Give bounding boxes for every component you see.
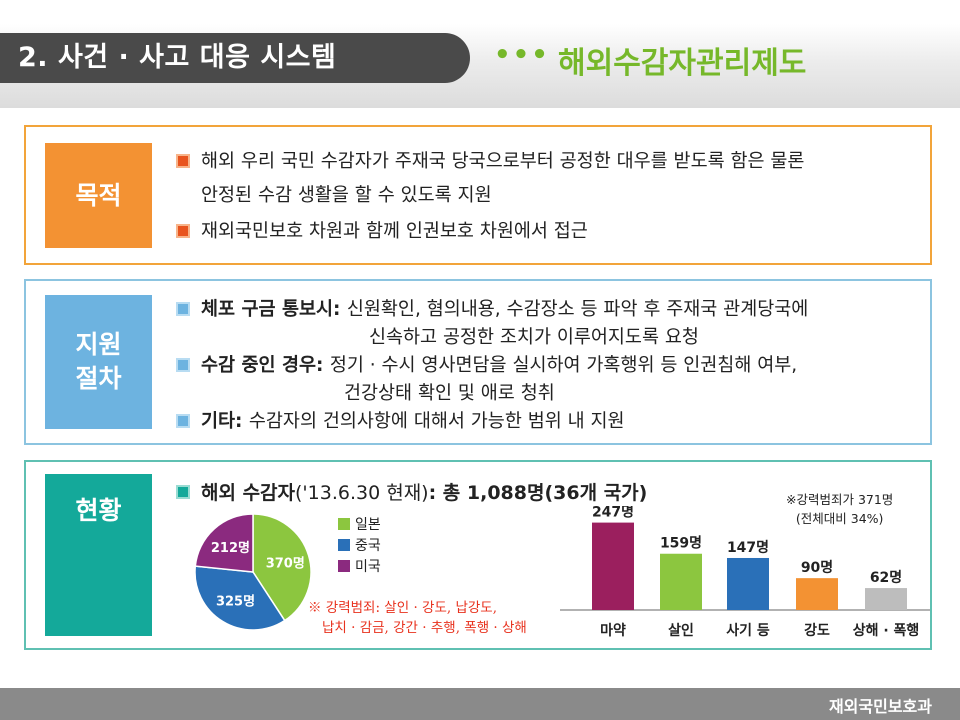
violent-crime-footnote: ※ 강력범죄: 살인 · 강도, 납강도, 납치 · 감금, 강간 · 추행, …: [308, 598, 527, 638]
legend-swatch-icon: [338, 518, 350, 530]
purpose-bullet-2-line-1: 재외국민보호 차원과 함께 인권보호 차원에서 접근: [201, 221, 588, 242]
bar-1: [592, 522, 634, 610]
procedure-item-2-head: 수감 중인 경우: [201, 355, 317, 376]
bar-value-label-4: 90명: [801, 559, 833, 576]
page-title: 2. 사건 · 사고 대응 시스템: [0, 33, 470, 83]
status-label: 현황: [45, 474, 152, 636]
bar-category-label-4: 강도: [804, 622, 830, 639]
procedure-item-1: 체포 구금 통보시: 신원확인, 혐의내용, 수감장소 등 파악 후 주재국 관…: [201, 295, 808, 321]
bar-category-label-3: 사기 등: [726, 623, 770, 639]
legend-item-3: 미국: [338, 556, 381, 576]
orange-bullet-icon: [176, 224, 190, 238]
bar-category-label-2: 살인: [668, 622, 694, 639]
procedure-item-2-text-1: 정기 · 수시 영사면담을 실시하여 가혹행위 등 인권침해 여부,: [329, 355, 798, 376]
procedure-item-1-text-2: 신속하고 공정한 조치가 이루어지도록 요청: [369, 327, 699, 348]
footer-bar: 재외국민보호과: [0, 688, 960, 720]
bar-value-label-5: 62명: [870, 569, 902, 586]
status-section: 현황 해외 수감자('13.6.30 현재): 총 1,088명(36개 국가)…: [24, 460, 932, 650]
bar-category-label-5: 상해 · 폭행: [853, 623, 920, 639]
procedure-item-3-text-1: 수감자의 건의사항에 대해서 가능한 범위 내 지원: [248, 411, 625, 432]
bar-value-label-2: 159명: [660, 535, 702, 552]
footnote-line-2: 납치 · 감금, 강간 · 추행, 폭행 · 상해: [322, 620, 527, 636]
procedure-item-1-head: 체포 구금 통보시: [201, 299, 334, 320]
legend-label: 미국: [355, 559, 381, 575]
pie-value-label-1: 370명: [266, 555, 305, 571]
purpose-bullet-1-line-1: 해외 우리 국민 수감자가 주재국 당국으로부터 공정한 대우를 받도록 함은 …: [201, 151, 805, 172]
bar-value-label-3: 147명: [727, 539, 769, 556]
status-heading-part-2: ('13.6.30 현재): [295, 482, 429, 504]
procedure-item-3-head: 기타: [201, 411, 236, 432]
pie-value-label-3: 212명: [211, 540, 250, 556]
pie-value-label-2: 325명: [216, 594, 255, 610]
legend-swatch-icon: [338, 560, 350, 572]
status-heading: 해외 수감자('13.6.30 현재): 총 1,088명(36개 국가): [201, 478, 647, 505]
purpose-section: 목적 해외 우리 국민 수감자가 주재국 당국으로부터 공정한 대우를 받도록 …: [24, 125, 932, 265]
status-heading-part-3: : 총 1,088명(36개 국가): [428, 482, 648, 504]
bar-value-label-1: 247명: [592, 506, 634, 521]
status-heading-part-1: 해외 수감자: [201, 482, 296, 504]
procedure-item-3-sep: :: [235, 411, 249, 432]
procedure-item-2-sep: :: [316, 355, 330, 376]
teal-bullet-icon: [176, 485, 190, 499]
legend-swatch-icon: [338, 539, 350, 551]
bar-category-label-1: 마약: [600, 622, 626, 639]
status-label-text: 현황: [75, 496, 122, 525]
bar-3: [727, 557, 769, 610]
legend-label: 중국: [355, 538, 381, 554]
procedure-label-line-2: 절차: [75, 364, 122, 393]
legend-item-1: 일본: [338, 514, 381, 534]
procedure-item-1-sep: :: [333, 299, 347, 320]
procedure-item-2-text-2: 건강상태 확인 및 애로 청취: [344, 383, 555, 404]
procedure-item-1-text-1: 신원확인, 혐의내용, 수감장소 등 파악 후 주재국 관계당국에: [346, 299, 809, 320]
blue-bullet-icon: [176, 414, 190, 428]
orange-bullet-icon: [176, 154, 190, 168]
footer-department: 재외국민보호과: [828, 697, 932, 716]
procedure-item-3: 기타: 수감자의 건의사항에 대해서 가능한 범위 내 지원: [201, 407, 625, 433]
legend-label: 일본: [355, 517, 381, 533]
title-dots: •••: [494, 40, 550, 70]
pie-slice-2: [194, 565, 286, 631]
violent-crime-note: ※강력범죄가 371명 (전체대비 34%): [786, 490, 893, 528]
procedure-item-2: 수감 중인 경우: 정기 · 수시 영사면담을 실시하여 가혹행위 등 인권침해…: [201, 351, 797, 377]
bar-5: [865, 588, 907, 610]
procedure-label-line-1: 지원: [75, 330, 122, 359]
footnote-line-1: ※ 강력범죄: 살인 · 강도, 납강도,: [308, 600, 497, 616]
blue-bullet-icon: [176, 302, 190, 316]
note-line-1: ※강력범죄가 371명: [786, 492, 894, 507]
bar-2: [660, 553, 702, 610]
legend-item-2: 중국: [338, 535, 381, 555]
bar-4: [796, 578, 838, 610]
blue-bullet-icon: [176, 358, 190, 372]
note-line-2: (전체대비 34%): [795, 511, 884, 526]
pie-slice-3: [194, 513, 254, 573]
purpose-bullet-1-line-2: 안정된 수감 생활을 할 수 있도록 지원: [201, 185, 492, 206]
page-subtitle: 해외수감자관리제도: [558, 46, 807, 81]
purpose-label: 목적: [45, 143, 152, 248]
pie-chart: 370명 325명 212명: [194, 513, 312, 631]
